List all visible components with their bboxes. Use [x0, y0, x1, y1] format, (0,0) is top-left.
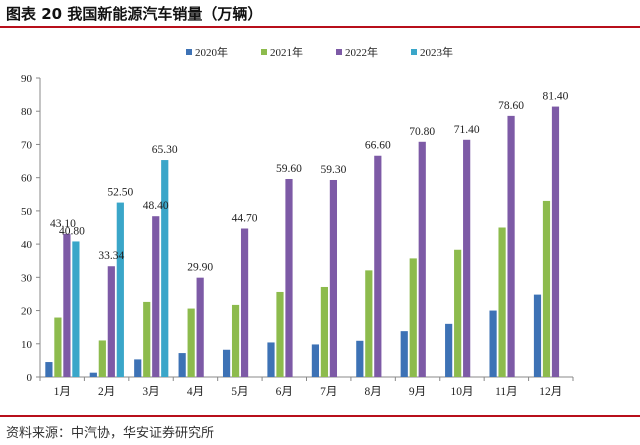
x-tick-label: 4月 [187, 386, 204, 398]
legend-swatch-2020年 [186, 49, 192, 55]
bars-layer [45, 106, 560, 378]
bar-2020年-3月 [134, 359, 142, 377]
bar-2021年-3月 [143, 301, 151, 377]
data-label: 48.40 [143, 200, 169, 212]
data-label: 66.60 [365, 140, 391, 152]
y-tick-label: 30 [21, 272, 33, 284]
x-tick-label: 5月 [231, 386, 248, 398]
x-tick-label: 11月 [495, 386, 518, 398]
bar-2020年-9月 [400, 331, 408, 377]
bar-2020年-10月 [445, 323, 453, 377]
x-tick-label: 9月 [409, 386, 426, 398]
bar-2022年-1月 [63, 233, 71, 377]
bar-2023年-1月 [72, 241, 80, 377]
data-label: 52.50 [107, 187, 133, 199]
data-label: 59.30 [320, 164, 346, 176]
bar-2020年-11月 [489, 310, 497, 377]
data-label: 43.10 [50, 218, 76, 230]
axes-layer: 0 10 20 30 40 50 60 70 80 90 1月 2月 3月 4月 5月 6月 7月 8月 9月 10月… [21, 73, 574, 398]
bar-2021年-2月 [98, 340, 106, 377]
legend-label: 2020年 [195, 45, 228, 59]
bar-2022年-8月 [374, 155, 382, 377]
y-tick-label: 60 [21, 173, 33, 185]
bar-2020年-2月 [89, 372, 97, 377]
x-tick-label: 8月 [365, 386, 382, 398]
title-rule [0, 26, 640, 28]
bar-2020年-8月 [356, 340, 364, 377]
bar-2021年-9月 [409, 258, 417, 377]
bar-2022年-11月 [507, 115, 515, 377]
y-tick-label: 0 [27, 372, 33, 384]
bar-2022年-5月 [240, 228, 249, 377]
data-label: 59.60 [276, 163, 302, 175]
y-tick-label: 10 [21, 339, 33, 351]
y-tick-label: 80 [21, 106, 33, 118]
bar-2021年-6月 [276, 291, 284, 377]
x-tick-label: 10月 [450, 386, 473, 398]
bar-2021年-12月 [542, 200, 551, 377]
data-labels-layer: 43.10 33.34 48.40 29.90 44.70 59.60 59.30 66.60… [50, 91, 569, 274]
data-label: 81.40 [543, 91, 569, 103]
bar-2021年-8月 [365, 270, 373, 377]
x-tick-label: 2月 [98, 386, 115, 398]
bar-2020年-12月 [533, 294, 542, 377]
bar-2021年-7月 [320, 286, 329, 377]
legend-swatch-2022年 [336, 49, 342, 55]
y-tick-label: 40 [21, 239, 33, 251]
bar-2020年-4月 [178, 353, 186, 377]
bar-2023年-3月 [161, 160, 169, 377]
x-tick-label: 6月 [276, 386, 293, 398]
x-tick-label: 3月 [142, 386, 159, 398]
bar-2022年-3月 [152, 216, 160, 377]
legend-label: 2023年 [420, 45, 453, 59]
data-label: 44.70 [232, 212, 258, 224]
bar-2020年-7月 [311, 344, 320, 377]
data-label: 65.30 [152, 144, 178, 156]
data-label: 40.80 [59, 225, 85, 237]
bar-2023年-2月 [116, 202, 124, 377]
data-label: 33.34 [98, 250, 124, 262]
bar-2020年-6月 [267, 342, 275, 377]
legend: 2020年 2021年 2022年 2023年 [186, 45, 453, 59]
legend-label: 2021年 [270, 45, 303, 59]
figure-title: 图表 20 我国新能源汽车销量（万辆） [6, 5, 263, 23]
bar-2021年-4月 [187, 308, 195, 377]
bar-2020年-5月 [222, 349, 231, 377]
sales-bar-chart: 0 10 20 30 40 50 60 70 80 90 1月 2月 3月 4月 5月 6月 7月 8月 9月 10月… [21, 45, 574, 398]
bar-2022年-9月 [418, 141, 426, 377]
x-tick-label: 12月 [539, 386, 562, 398]
legend-swatch-2023年 [411, 49, 417, 55]
bar-2022年-7月 [329, 179, 338, 377]
y-tick-label: 20 [21, 306, 33, 318]
x-tick-label: 7月 [320, 386, 337, 398]
bar-2021年-1月 [54, 317, 62, 377]
x-tick-label: 1月 [54, 386, 71, 398]
bar-2020年-1月 [45, 362, 53, 377]
bar-2022年-2月 [107, 266, 115, 377]
bar-2021年-10月 [454, 249, 462, 377]
source-rule [0, 415, 640, 417]
legend-swatch-2021年 [261, 49, 267, 55]
bar-2022年-4月 [196, 277, 204, 377]
bar-2022年-10月 [463, 139, 471, 377]
bar-2022年-6月 [285, 178, 293, 377]
legend-label: 2022年 [345, 45, 378, 59]
y-tick-label: 90 [21, 73, 33, 85]
bar-2021年-5月 [231, 304, 240, 377]
data-label: 71.40 [454, 124, 480, 136]
data-label: 29.90 [187, 262, 213, 274]
bar-2021年-11月 [498, 227, 506, 377]
y-tick-label: 50 [21, 206, 33, 218]
data-label: 78.60 [498, 100, 524, 112]
source-note: 资料来源：中汽协，华安证券研究所 [6, 426, 215, 441]
bar-2022年-12月 [551, 106, 560, 378]
y-tick-label: 70 [21, 139, 33, 151]
data-label: 70.80 [409, 126, 435, 138]
